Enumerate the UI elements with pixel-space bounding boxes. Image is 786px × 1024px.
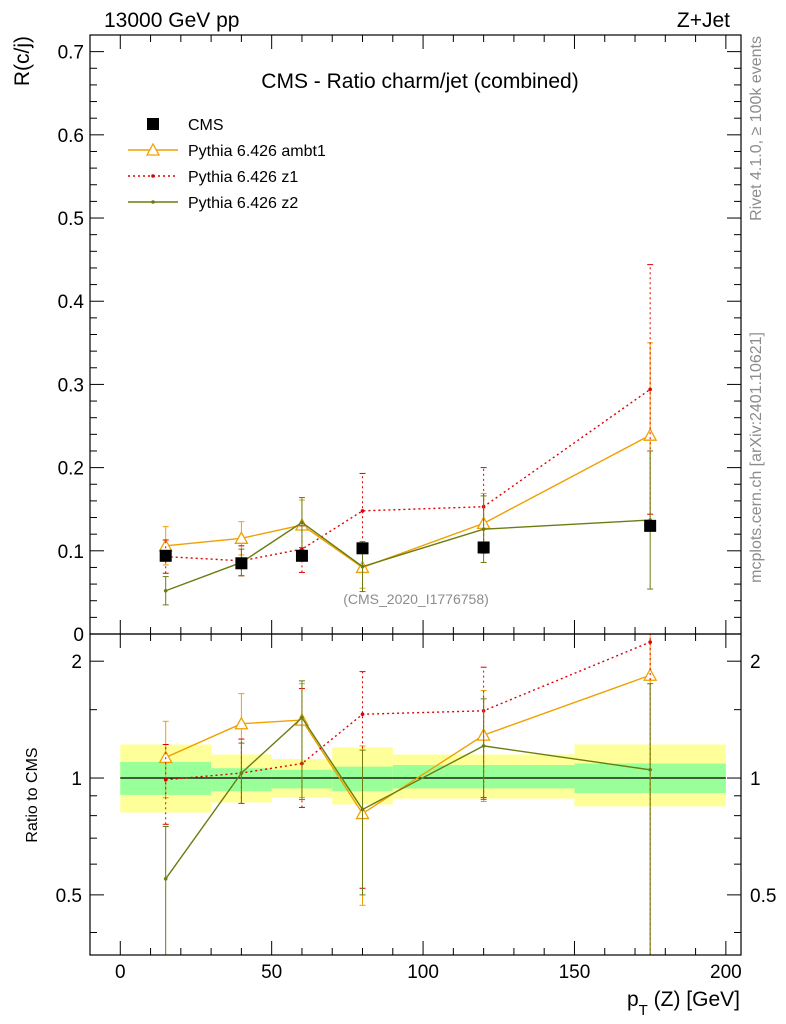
ambt1-ratio-line: [165, 674, 651, 815]
z1-marker: [151, 174, 155, 178]
cms-data-point: [644, 519, 657, 532]
legend-cms-label: CMS: [188, 117, 224, 134]
z2-marker: [481, 527, 486, 531]
y-tick-label: 0.1: [58, 542, 84, 563]
z1-line: [165, 388, 651, 562]
z1-marker: [648, 387, 652, 392]
ambt1-marker: [145, 142, 161, 156]
y-tick-label: 0.4: [58, 292, 85, 313]
ratio-plot-frame: [89, 633, 742, 956]
z1-ratio-line: [165, 641, 651, 781]
cms-data-point: [356, 542, 369, 555]
z1-marker: [360, 712, 365, 717]
ratio-y-tick-label-right: 1: [750, 769, 761, 790]
legend-z1-label: Pythia 6.426 z1: [188, 169, 298, 186]
cms-data-point: [235, 557, 248, 570]
analysis-id-label: (CMS_2020_I1776758): [343, 591, 489, 607]
ratio-y-tick-label-right: 2: [750, 652, 761, 673]
ambt1-line: [165, 434, 651, 569]
y-tick-label: 0: [73, 625, 84, 646]
cms-data-point: [477, 541, 490, 554]
series-ambt1: [158, 342, 658, 589]
rivet-version-label: Rivet 4.1.0, ≥ 100k events: [748, 36, 765, 221]
series-z2: [162, 450, 654, 606]
y-tick-label: 0.2: [58, 459, 84, 480]
main-plot-panel: 0 0.1 0.2 0.3 0.4 0.5 0.6 0.7 CMS - Ratio charm…: [11, 34, 742, 646]
header-right: Z+Jet: [677, 9, 730, 32]
legend: CMS Pythia 6.426 ambt1 Pythia 6.426 z1 Pyth…: [128, 117, 326, 212]
z2-marker: [360, 807, 365, 812]
x-tick-label: 200: [710, 962, 742, 983]
ratio-y-tick-label: 1: [71, 769, 82, 790]
z2-marker: [648, 768, 652, 772]
series-cms: [159, 519, 657, 570]
z2-marker: [360, 564, 365, 569]
ratio-y-tick-label: 2: [71, 652, 82, 673]
y-axis-label: R(c/j): [11, 36, 34, 86]
z2-marker: [163, 877, 168, 881]
z2-marker: [239, 771, 244, 775]
ambt1-marker: [643, 427, 658, 441]
plot-title: CMS - Ratio charm/jet (combined): [261, 70, 578, 93]
header-left: 13000 GeV pp: [104, 9, 239, 32]
z2-marker: [300, 715, 304, 720]
x-tick-label: 150: [559, 962, 591, 983]
z2-marker: [151, 200, 155, 204]
x-tick-label: 50: [261, 962, 282, 983]
z2-marker: [300, 520, 304, 525]
z2-ratio-line: [165, 716, 651, 880]
z1-marker: [648, 640, 652, 644]
y-tick-label: 0.6: [58, 126, 84, 147]
z2-line: [165, 519, 651, 592]
series-z1: [162, 264, 654, 577]
z2-marker: [481, 744, 486, 748]
mcplots-label: mcplots.cern.ch [arXiv:2401.10621]: [748, 332, 765, 583]
ambt1-marker: [234, 530, 249, 544]
z2-marker: [163, 588, 168, 593]
legend-ambt1-label: Pythia 6.426 ambt1: [188, 143, 326, 160]
x-tick-label: 0: [115, 962, 126, 983]
ratio-y-axis-label: Ratio to CMS: [24, 747, 41, 842]
y-tick-label: 0.5: [58, 209, 84, 230]
cms-data-point: [159, 549, 172, 562]
ratio-plot-panel: 0.5 0.5 1 1 2 2 0 50 100 150 200 Ratio to CMS pT (…: [24, 633, 776, 1019]
legend-cms-marker: [147, 118, 159, 130]
z1-marker: [163, 777, 168, 782]
cms-data-point: [295, 549, 308, 562]
x-axis-label: pT (Z) [GeV]: [627, 988, 740, 1019]
ambt1-marker: [234, 716, 249, 730]
legend-z2-label: Pythia 6.426 z2: [188, 195, 298, 212]
y-tick-label: 0.3: [58, 375, 84, 396]
ratio-y-tick-label-right: 0.5: [750, 886, 776, 907]
x-tick-label: 100: [407, 962, 439, 983]
ratio-series-z2: [162, 680, 654, 956]
ratio-y-tick-label: 0.5: [56, 886, 82, 907]
z1-marker: [360, 509, 365, 513]
y-tick-label: 0.7: [58, 43, 84, 64]
